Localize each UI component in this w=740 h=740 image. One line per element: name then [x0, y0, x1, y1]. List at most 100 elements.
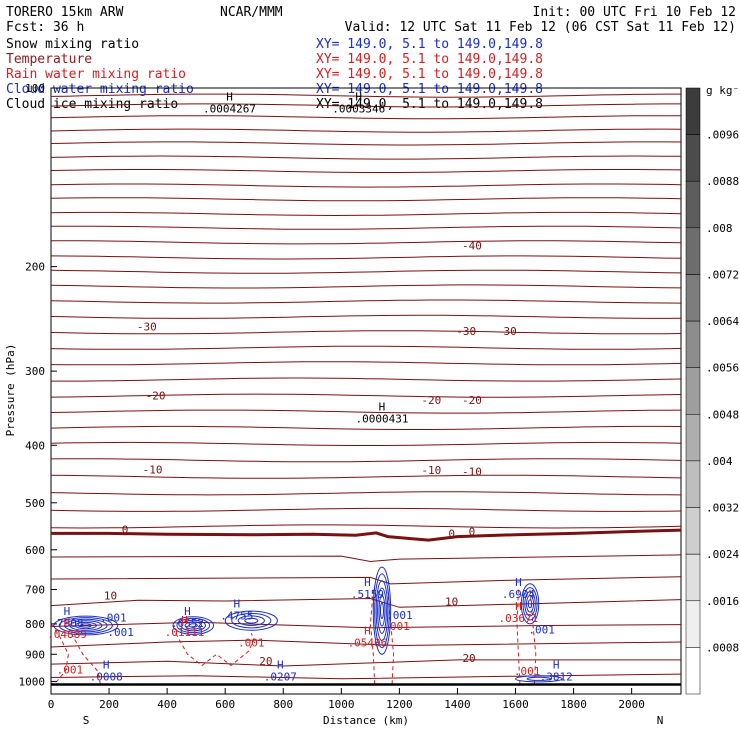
colorbar-swatch: [685, 553, 701, 602]
contour-label: 20: [259, 655, 272, 668]
y-tick-label: 500: [25, 497, 45, 510]
contour-label: -40: [462, 239, 482, 252]
maximum-value: .0008: [90, 671, 123, 684]
isotherm-line: [50, 474, 682, 479]
contour-label: 0: [469, 526, 476, 539]
contour-label: -30: [456, 325, 476, 338]
header-valid: Valid: 12 UTC Sat 11 Feb 12 (06 CST Sat …: [345, 20, 736, 35]
y-tick-label: 900: [25, 648, 45, 661]
maximum-marker: H: [226, 91, 233, 104]
x-tick-label: 1000: [328, 698, 355, 711]
header-fcst: Fcst: 36 h: [6, 20, 84, 35]
colorbar-swatch: [685, 180, 701, 229]
y-tick-label: 700: [25, 584, 45, 597]
maximum-value: .01111: [165, 626, 205, 639]
maximum-value: .04889: [47, 628, 87, 641]
legend-xy-ice: XY= 149.0, 5.1 to 149.0,149.8: [316, 97, 543, 112]
cloud-contour: [172, 616, 215, 635]
maximum-marker: H: [277, 659, 284, 672]
x-tick-label: 0: [48, 698, 55, 711]
cloud-contour: [372, 566, 392, 655]
isotherm-line: [50, 115, 681, 120]
maximum-value: .05406: [348, 636, 388, 649]
isotherm-line: [50, 409, 682, 414]
y-tick-label: 100: [25, 82, 45, 95]
legend-label-ice: Cloud ice mixing ratio: [6, 97, 178, 112]
isotherm-line: [50, 225, 682, 230]
cloud-contour: [180, 619, 206, 632]
contour-label: .001: [528, 623, 555, 636]
isotherm-line: [50, 255, 682, 260]
cloud-contour: [244, 617, 259, 624]
plot-frame: [50, 87, 682, 695]
y-tick-label: 400: [25, 439, 45, 452]
legend: Snow mixing ratio XY= 149.0, 5.1 to 149.…: [6, 37, 543, 112]
maximum-marker: H: [355, 91, 362, 104]
x-tick-label: 600: [215, 698, 235, 711]
maximum-value: .0003346: [332, 103, 385, 116]
x-tick-label: 1600: [502, 698, 529, 711]
colorbar-tick-label: .0024: [706, 548, 739, 561]
direction-north: N: [657, 714, 664, 727]
isotherm-line: [50, 284, 682, 289]
maximum-marker: H: [364, 624, 371, 637]
isotherm-line: [50, 299, 682, 304]
x-tick-label: 1800: [560, 698, 587, 711]
legend-label-rain: Rain water mixing ratio: [6, 67, 186, 82]
isotherm-line: [50, 425, 682, 430]
contour-label: 0: [122, 523, 129, 536]
colorbar-swatch: [685, 600, 701, 648]
isotherm-line: [50, 673, 682, 680]
header-title: TORERO 15km ARW: [6, 5, 124, 20]
isotherm-line: [50, 103, 681, 108]
cloud-contour: [377, 587, 387, 634]
colorbar-tick-label: .0016: [706, 595, 739, 608]
isotherm-line: [50, 524, 682, 529]
colorbar-tick-label: .004: [706, 455, 733, 468]
colorbar-swatch: [685, 414, 701, 462]
cloud-contour: [188, 623, 198, 628]
header-init: Init: 00 UTC Fri 10 Feb 12: [533, 5, 737, 20]
maximum-value: .3812: [540, 671, 573, 684]
colorbar-tick-label: .0088: [706, 175, 739, 188]
isotherm-line: [50, 345, 682, 350]
isotherm-line: [50, 507, 682, 512]
cloud-contour: [58, 617, 113, 634]
direction-south: S: [83, 714, 90, 727]
maximum-value: .0000431: [355, 412, 408, 425]
maximum-marker: H: [181, 614, 188, 627]
legend-label-cloud: Cloud water mixing ratio: [6, 82, 194, 97]
maximum-marker: H: [379, 400, 386, 413]
contour-label: .001: [386, 609, 413, 622]
x-tick-label: 1200: [386, 698, 413, 711]
cloud-contour: [526, 595, 535, 613]
cloud-contour: [74, 621, 97, 630]
isotherm-line: [50, 659, 681, 667]
maximum-value: .5159: [351, 588, 384, 601]
isotherm-line: [51, 377, 682, 382]
contour-label: 10: [445, 596, 458, 609]
cloud-contour: [176, 617, 211, 634]
contour-label: -30: [497, 325, 517, 338]
rain-contour: [516, 589, 521, 685]
contour-label: -20: [462, 394, 482, 407]
cloud-contour: [224, 610, 278, 631]
colorbar-swatch: [685, 87, 701, 135]
x-axis-label: Distance (km): [323, 714, 409, 727]
cloud-contour: [524, 591, 536, 617]
maximum-marker: H: [515, 600, 522, 613]
contour-label: -20: [146, 390, 166, 403]
colorbar-tick-label: .0048: [706, 408, 739, 421]
legend-xy-temperature: XY= 149.0, 5.1 to 149.0,149.8: [316, 52, 543, 67]
x-tick-label: 400: [157, 698, 177, 711]
contour-label: 20: [462, 652, 475, 665]
colorbar-unit: g kg⁻¹: [706, 84, 740, 97]
colorbar: .0096 .0088 .008 .0072 .0064 .0056 .0048 .004 .0…: [685, 87, 739, 695]
maximum-value: .7908: [50, 617, 83, 630]
cloud-contour: [231, 612, 272, 629]
maximum-value: .0207: [264, 671, 297, 684]
rain-contour: [175, 633, 255, 667]
contour-label: .001: [57, 664, 84, 677]
isotherm-line: [50, 393, 682, 398]
